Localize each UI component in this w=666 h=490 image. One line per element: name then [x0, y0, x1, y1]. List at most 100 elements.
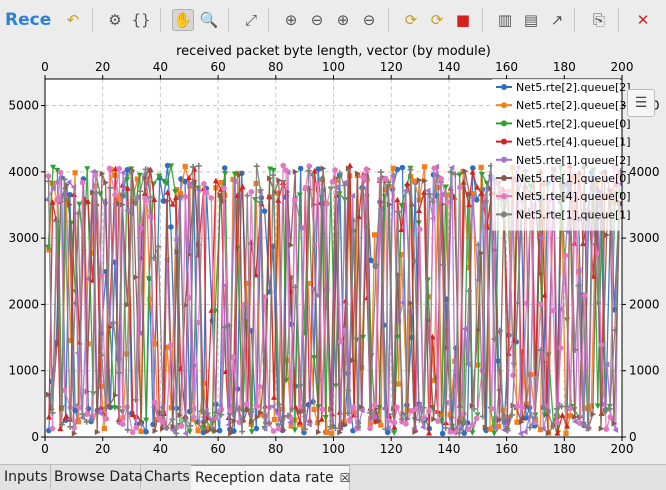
zoom-out-button[interactable]: ⊖	[306, 9, 328, 31]
series-point	[464, 361, 471, 368]
series-point	[359, 404, 365, 411]
x-tick-label-top: 160	[495, 60, 518, 74]
series-point	[201, 419, 208, 426]
list-icon: ☰	[634, 95, 648, 111]
series-point	[74, 350, 81, 357]
series-point	[327, 423, 334, 430]
series-point	[172, 188, 179, 195]
legend-toggle-button[interactable]: ☰	[627, 89, 655, 117]
series-point	[355, 213, 362, 220]
refresh-auto-button[interactable]: ⟳	[426, 9, 448, 31]
series-point	[221, 165, 228, 171]
series-point	[89, 250, 95, 256]
braces-icon: {}	[131, 11, 151, 29]
bar-chart-icon: ▥	[497, 11, 513, 29]
series-point	[297, 419, 304, 425]
braces-button[interactable]: {}	[130, 9, 152, 31]
chart-area[interactable]: received packet byte length, vector (by …	[0, 42, 666, 464]
series-point	[163, 424, 170, 431]
gear-button[interactable]: ⚙	[104, 9, 126, 31]
series-point	[152, 341, 158, 347]
zoom-fit-icon: ⤢	[244, 11, 257, 29]
series-point	[169, 416, 176, 423]
tab-bar: Inputs Browse Data Charts Reception data…	[0, 464, 666, 490]
tab-browse-data[interactable]: Browse Data	[50, 465, 143, 489]
series-point	[517, 430, 524, 437]
series-point	[452, 171, 459, 178]
series-point	[270, 428, 277, 434]
series-point	[332, 425, 339, 432]
tab-inputs[interactable]: Inputs	[0, 465, 51, 489]
series-point	[173, 194, 180, 200]
series-point	[54, 197, 61, 204]
zoom-in-icon: ⊕	[284, 11, 298, 29]
series-point	[350, 217, 357, 224]
series-point	[582, 292, 588, 299]
series-point	[496, 416, 503, 423]
series-point	[606, 405, 613, 412]
undo-button[interactable]: ↶	[62, 9, 84, 31]
series-point	[482, 424, 489, 431]
tab-reception-data-rate[interactable]: Reception data rate ☒	[191, 465, 350, 490]
series-point	[470, 165, 476, 171]
hand-button[interactable]: ✋	[172, 9, 194, 31]
series-point	[229, 411, 236, 418]
series-point	[270, 172, 277, 179]
series-point	[438, 175, 445, 182]
close-button[interactable]: ✕	[632, 9, 654, 31]
stop-button[interactable]: ■	[452, 9, 474, 31]
series-point	[426, 429, 433, 436]
series-point	[402, 187, 409, 194]
series-point	[124, 177, 131, 183]
zoom-button[interactable]: 🔍	[198, 9, 220, 31]
series-point	[474, 184, 481, 190]
histogram-button[interactable]: ▤	[520, 9, 542, 31]
series-point	[178, 423, 185, 429]
series-point	[186, 294, 192, 301]
series-point	[431, 165, 437, 171]
stop-icon: ■	[455, 11, 471, 29]
series-point	[129, 429, 136, 436]
close-tab-icon[interactable]: ☒	[339, 471, 351, 485]
zoom-fit-button[interactable]: ⤢	[240, 9, 262, 31]
series-point	[372, 402, 378, 409]
series-point	[514, 419, 520, 425]
series-point	[49, 409, 56, 416]
zoom-in-x-button[interactable]: ⊕	[332, 9, 354, 31]
series-point	[94, 429, 101, 436]
series-point	[346, 162, 353, 168]
series-point	[292, 168, 299, 175]
series-point	[429, 198, 436, 205]
series-point	[447, 429, 454, 435]
series-point	[395, 208, 402, 215]
line-chart[interactable]: received packet byte length, vector (by …	[0, 42, 666, 464]
refresh-button[interactable]: ⟳	[400, 9, 422, 31]
series-point	[541, 292, 548, 298]
series-point	[320, 165, 327, 172]
x-tick-label-top: 140	[437, 60, 460, 74]
series-point	[261, 425, 268, 432]
series-line	[47, 167, 621, 436]
series-point	[297, 382, 304, 389]
tab-charts[interactable]: Charts	[140, 465, 193, 489]
zoom-in-button[interactable]: ⊕	[280, 9, 302, 31]
x-tick-label-top: 60	[210, 60, 225, 74]
series-point	[212, 409, 219, 416]
copy-button[interactable]: ⎘	[588, 9, 610, 31]
line-chart-icon: ↗	[550, 11, 564, 29]
series-point	[595, 299, 602, 306]
series-point	[465, 265, 472, 271]
series-point	[318, 175, 325, 182]
series-point	[204, 428, 211, 435]
series-point	[540, 425, 546, 432]
line-chart-button[interactable]: ↗	[546, 9, 568, 31]
series-point	[385, 424, 391, 431]
series-point	[101, 425, 107, 432]
series-point	[324, 429, 330, 435]
series-point	[67, 423, 74, 430]
series-point	[160, 408, 167, 415]
chart-legend: Net5.rte[2].queue[2] Net5.rte[2].queue[3]…	[492, 79, 631, 231]
series-point	[244, 280, 250, 286]
bar-chart-button[interactable]: ▥	[494, 9, 516, 31]
zoom-out-x-button[interactable]: ⊖	[358, 9, 380, 31]
